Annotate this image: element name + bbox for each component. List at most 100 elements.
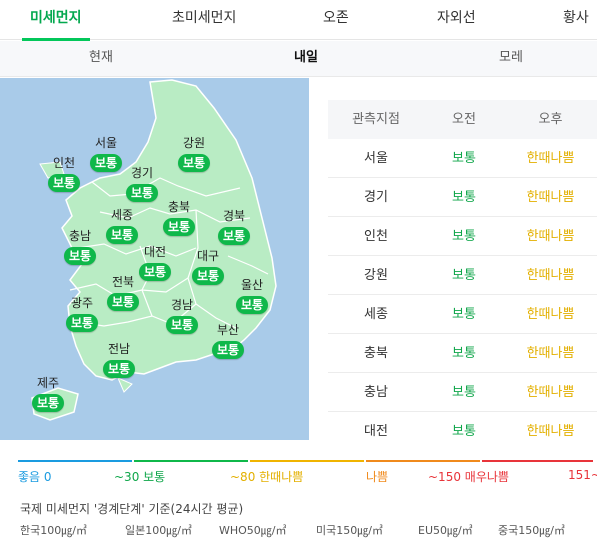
region-gyeongbuk[interactable]: 경북 보통	[218, 209, 251, 245]
standard-china: 중국150㎍/㎥	[498, 524, 565, 537]
region-daejeon[interactable]: 대전 보통	[139, 245, 172, 281]
tab-ozone[interactable]: 오존	[323, 10, 349, 26]
tab-ultrafine-dust[interactable]: 초미세먼지	[172, 10, 237, 26]
region-name: 경남	[171, 298, 194, 312]
region-gwangju[interactable]: 광주 보통	[66, 296, 99, 332]
region-incheon[interactable]: 인천 보통	[48, 156, 81, 192]
region-name: 충남	[69, 229, 92, 243]
legend-bar-good	[18, 460, 132, 462]
standards-title: 국제 미세먼지 '경계단계' 기준(24시간 평균)	[20, 502, 244, 516]
standard-japan: 일본100㎍/㎥	[125, 524, 192, 537]
tab-yellow-dust[interactable]: 황사	[563, 10, 589, 26]
region-gangwon[interactable]: 강원 보통	[178, 136, 211, 172]
tab-today[interactable]: 현재	[89, 50, 113, 65]
region-jeju[interactable]: 제주 보통	[32, 376, 65, 412]
region-name: 경기	[131, 166, 154, 180]
region-name: 부산	[217, 323, 240, 337]
tab-tomorrow[interactable]: 내일	[294, 50, 318, 65]
region-gyeongnam[interactable]: 경남 보통	[166, 298, 199, 334]
row-pm-status: 한때나쁨	[526, 385, 575, 400]
status-badge: 보통	[32, 394, 65, 412]
tab-uv[interactable]: 자외선	[437, 10, 476, 26]
table-row: 경기 보통 한때나쁨	[328, 178, 597, 217]
status-badge: 보통	[212, 341, 245, 359]
legend-max: 151~	[568, 468, 597, 482]
legend-good: 좋음 0	[18, 470, 52, 484]
region-daegu[interactable]: 대구 보통	[192, 249, 225, 285]
row-location: 강원	[364, 268, 388, 283]
status-badge: 보통	[103, 360, 136, 378]
region-jeonnam[interactable]: 전남 보통	[103, 342, 136, 378]
region-chungnam[interactable]: 충남 보통	[64, 229, 97, 265]
legend-normal: ~30 보통	[114, 470, 166, 484]
legend-bar-bad	[366, 460, 480, 462]
korea-dust-map: 서울 보통 강원 보통 인천 보통 경기 보통 충북 보통 세종 보통 경북 보…	[0, 78, 309, 440]
legend-bar-very-bad	[482, 460, 593, 462]
region-jeonbuk[interactable]: 전북 보통	[107, 275, 140, 311]
table-header: 관측지점 오전 오후	[328, 100, 597, 139]
row-location: 서울	[364, 151, 388, 166]
tab-fine-dust[interactable]: 미세먼지	[22, 0, 89, 41]
region-busan[interactable]: 부산 보통	[212, 323, 245, 359]
status-badge: 보통	[163, 218, 196, 236]
region-sejong[interactable]: 세종 보통	[106, 208, 139, 244]
region-name: 광주	[71, 296, 94, 310]
table-row: 충남 보통 한때나쁨	[328, 373, 597, 412]
standard-who: WHO50㎍/㎥	[219, 524, 287, 537]
legend-very-bad: ~150 매우나쁨	[428, 470, 509, 484]
status-badge: 보통	[218, 227, 251, 245]
status-badge: 보통	[126, 184, 159, 202]
table-row: 서울 보통 한때나쁨	[328, 139, 597, 178]
row-location: 대전	[364, 424, 388, 439]
status-badge: 보통	[192, 267, 225, 285]
row-am-status: 보통	[452, 346, 476, 361]
region-name: 인천	[53, 156, 76, 170]
region-ulsan[interactable]: 울산 보통	[236, 278, 269, 314]
region-name: 전북	[112, 275, 135, 289]
row-location: 인천	[364, 229, 388, 244]
region-name: 충북	[168, 200, 191, 214]
row-am-status: 보통	[452, 151, 476, 166]
status-badge: 보통	[107, 293, 140, 311]
region-name: 강원	[183, 136, 206, 150]
region-seoul[interactable]: 서울 보통	[90, 136, 123, 172]
status-badge: 보통	[48, 174, 81, 192]
row-pm-status: 한때나쁨	[526, 268, 575, 283]
row-location: 충남	[364, 385, 388, 400]
status-badge: 보통	[90, 154, 123, 172]
status-badge: 보통	[106, 226, 139, 244]
row-location: 세종	[364, 307, 388, 322]
legend-bar-normal	[134, 460, 248, 462]
table-row: 인천 보통 한때나쁨	[328, 217, 597, 256]
status-badge: 보통	[236, 296, 269, 314]
region-gyeonggi[interactable]: 경기 보통	[126, 166, 159, 202]
legend-bar-bad-sometimes	[250, 460, 364, 462]
row-am-status: 보통	[452, 268, 476, 283]
row-pm-status: 한때나쁨	[526, 346, 575, 361]
region-name: 세종	[111, 208, 134, 222]
row-location: 경기	[364, 190, 388, 205]
header-location: 관측지점	[352, 112, 400, 127]
table-row: 충북 보통 한때나쁨	[328, 334, 597, 373]
table-row: 세종 보통 한때나쁨	[328, 295, 597, 334]
row-pm-status: 한때나쁨	[526, 229, 575, 244]
region-name: 울산	[241, 278, 264, 292]
tab-day-after[interactable]: 모레	[499, 50, 523, 65]
region-name: 대전	[144, 245, 167, 259]
forecast-table: 관측지점 오전 오후 서울 보통 한때나쁨 경기 보통 한때나쁨 인천 보통 한…	[328, 100, 597, 440]
status-badge: 보통	[166, 316, 199, 334]
region-name: 대구	[197, 249, 220, 263]
table-row: 대전 보통 한때나쁨	[328, 412, 597, 440]
standard-usa: 미국150㎍/㎥	[316, 524, 383, 537]
legend-bad: 나쁨	[366, 470, 389, 484]
region-chungbuk[interactable]: 충북 보통	[163, 200, 196, 236]
header-am: 오전	[452, 112, 476, 127]
level-legend: 좋음 0 ~30 보통 ~80 한때나쁨 나쁨 ~150 매우나쁨 151~	[18, 460, 597, 484]
dust-type-tabs: 미세먼지 초미세먼지 오존 자외선 황사	[0, 0, 597, 41]
status-badge: 보통	[66, 314, 99, 332]
row-am-status: 보통	[452, 190, 476, 205]
row-pm-status: 한때나쁨	[526, 307, 575, 322]
row-location: 충북	[364, 346, 388, 361]
row-pm-status: 한때나쁨	[526, 424, 575, 439]
region-name: 경북	[223, 209, 246, 223]
